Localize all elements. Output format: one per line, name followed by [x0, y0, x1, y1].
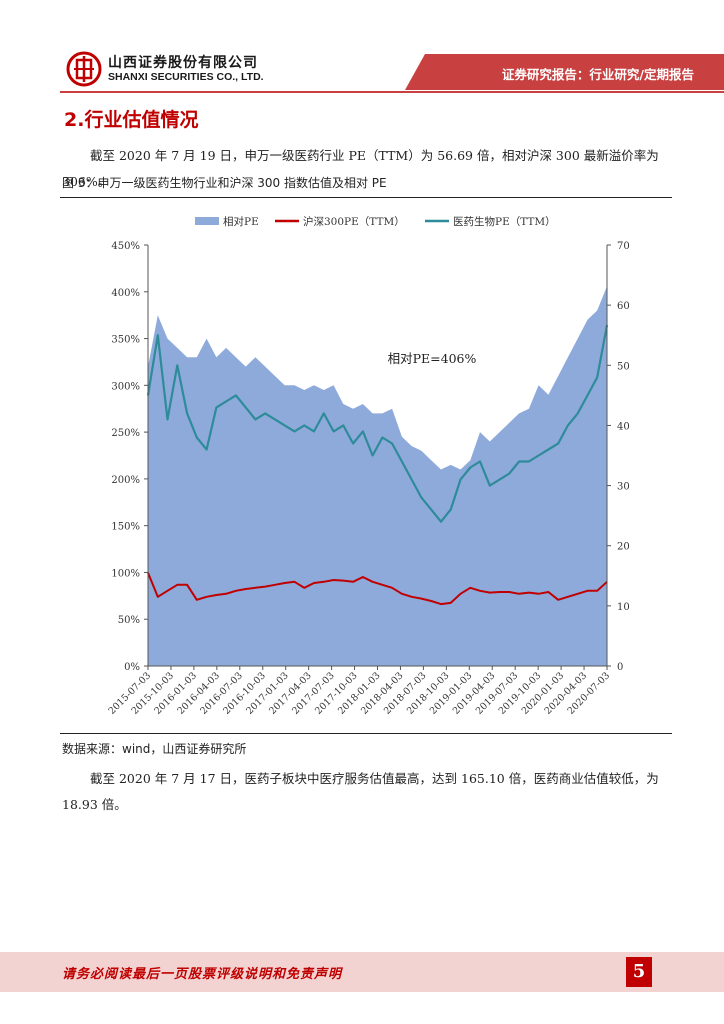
right-tick-label: 40: [617, 421, 630, 432]
section-title: 2.行业估值情况: [64, 109, 199, 131]
right-tick-label: 50: [617, 361, 630, 372]
legend-swatch-relative-pe: [195, 217, 219, 225]
paragraph-2: 截至 2020 年 7 月 17 日，医药子板块中医疗服务估值最高，达到 165…: [62, 771, 659, 812]
left-tick-label: 50%: [118, 615, 140, 626]
figure-top-rule: [60, 197, 672, 198]
data-source: 数据来源：wind，山西证券研究所: [62, 742, 247, 756]
header-divider: [60, 91, 724, 93]
left-tick-label: 400%: [111, 288, 140, 299]
figure-bottom-rule: [60, 733, 672, 734]
footer-disclaimer: 请务必阅读最后一页股票评级说明和免责声明: [62, 967, 343, 982]
right-tick-label: 60: [617, 301, 630, 312]
relative-pe-annotation: 相对PE=406%: [388, 351, 477, 366]
valuation-chart: 相对PE 沪深300PE（TTM） 医药生物PE（TTM） 0% 50% 100% 150%…: [107, 215, 630, 717]
legend-label: 相对PE: [223, 215, 259, 228]
company-name-cn: 山西证券股份有限公司: [108, 55, 258, 71]
right-tick-label: 70: [617, 241, 630, 252]
page-number: 5: [626, 957, 652, 987]
left-tick-label: 150%: [111, 522, 140, 533]
company-name-en: SHANXI SECURITIES CO., LTD.: [108, 71, 264, 83]
left-tick-label: 100%: [111, 568, 140, 579]
header-band: [425, 54, 724, 90]
pharma-pe-line: [146, 324, 609, 523]
header-band-cut: [405, 54, 425, 90]
figure-caption: 图 3：申万一级医药生物行业和沪深 300 指数估值及相对 PE: [62, 176, 387, 190]
right-tick-label: 30: [617, 482, 630, 493]
company-logo-icon: [66, 51, 102, 87]
report-type: 证券研究报告：行业研究/定期报告: [501, 67, 694, 82]
left-tick-label: 250%: [111, 428, 140, 439]
relative-pe-area: [148, 286, 607, 666]
left-tick-label: 350%: [111, 335, 140, 346]
right-tick-label: 10: [617, 602, 630, 613]
legend-label: 沪深300PE（TTM）: [303, 215, 405, 228]
right-tick-label: 20: [617, 542, 630, 553]
legend-label: 医药生物PE（TTM）: [453, 215, 556, 228]
hs300-pe-line: [147, 572, 608, 606]
footer-band: [0, 952, 724, 992]
left-tick-label: 200%: [111, 475, 140, 486]
right-tick-label: 0: [617, 662, 623, 673]
left-tick-label: 450%: [111, 241, 140, 252]
left-tick-label: 300%: [111, 381, 140, 392]
paragraph-1: 截至 2020 年 7 月 19 日，申万一级医药行业 PE（TTM）为 56.…: [62, 148, 659, 189]
left-tick-label: 0%: [124, 662, 140, 673]
